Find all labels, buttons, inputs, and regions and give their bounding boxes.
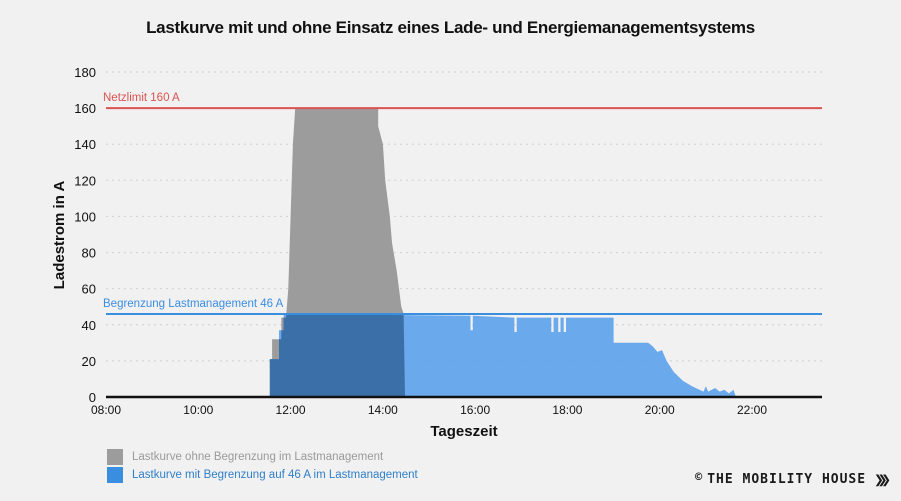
brand-name: THE MOBILITY HOUSE xyxy=(707,472,867,487)
y-tick-label: 140 xyxy=(74,137,96,152)
y-axis-label: Ladestrom in A xyxy=(51,181,68,290)
y-tick-label: 80 xyxy=(82,246,96,261)
legend-item-mit-begrenzung: Lastkurve mit Begrenzung auf 46 A im Las… xyxy=(107,467,418,483)
y-tick-label: 60 xyxy=(82,282,96,297)
chart-title: Lastkurve mit und ohne Einsatz eines Lad… xyxy=(146,18,755,37)
x-tick-label: 20:00 xyxy=(645,403,675,417)
x-tick-label: 22:00 xyxy=(737,403,767,417)
x-tick-label: 10:00 xyxy=(183,403,213,417)
y-tick-label: 0 xyxy=(89,390,96,405)
brand-logo: © THE MOBILITY HOUSE ❯❯❯ xyxy=(694,469,891,490)
x-tick-label: 16:00 xyxy=(460,403,490,417)
reference-label-netzlimit: Netzlimit 160 A xyxy=(103,92,180,104)
x-axis-label: Tageszeit xyxy=(430,423,497,440)
x-tick-label: 12:00 xyxy=(276,403,306,417)
legend-swatch-gray xyxy=(107,449,123,465)
y-tick-label: 120 xyxy=(74,173,96,188)
x-tick-label: 08:00 xyxy=(91,403,121,417)
y-tick-label: 100 xyxy=(74,209,96,224)
x-tick-label: 18:00 xyxy=(552,403,582,417)
y-tick-label: 160 xyxy=(74,101,96,116)
y-tick-label: 180 xyxy=(74,65,96,80)
legend-label: Lastkurve mit Begrenzung auf 46 A im Las… xyxy=(132,469,418,481)
y-tick-label: 20 xyxy=(82,354,96,369)
chevron-arrows-icon: ❯❯❯ xyxy=(874,470,891,489)
legend-item-ohne-begrenzung: Lastkurve ohne Begrenzung im Lastmanagem… xyxy=(107,449,383,465)
copyright-symbol: © xyxy=(694,469,704,484)
reference-label-begrenzung: Begrenzung Lastmanagement 46 A xyxy=(103,298,284,310)
legend-label: Lastkurve ohne Begrenzung im Lastmanagem… xyxy=(132,451,384,463)
area-overlap xyxy=(269,313,405,397)
legend-swatch-blue xyxy=(107,467,123,483)
y-tick-label: 40 xyxy=(82,318,96,333)
x-tick-label: 14:00 xyxy=(368,403,398,417)
